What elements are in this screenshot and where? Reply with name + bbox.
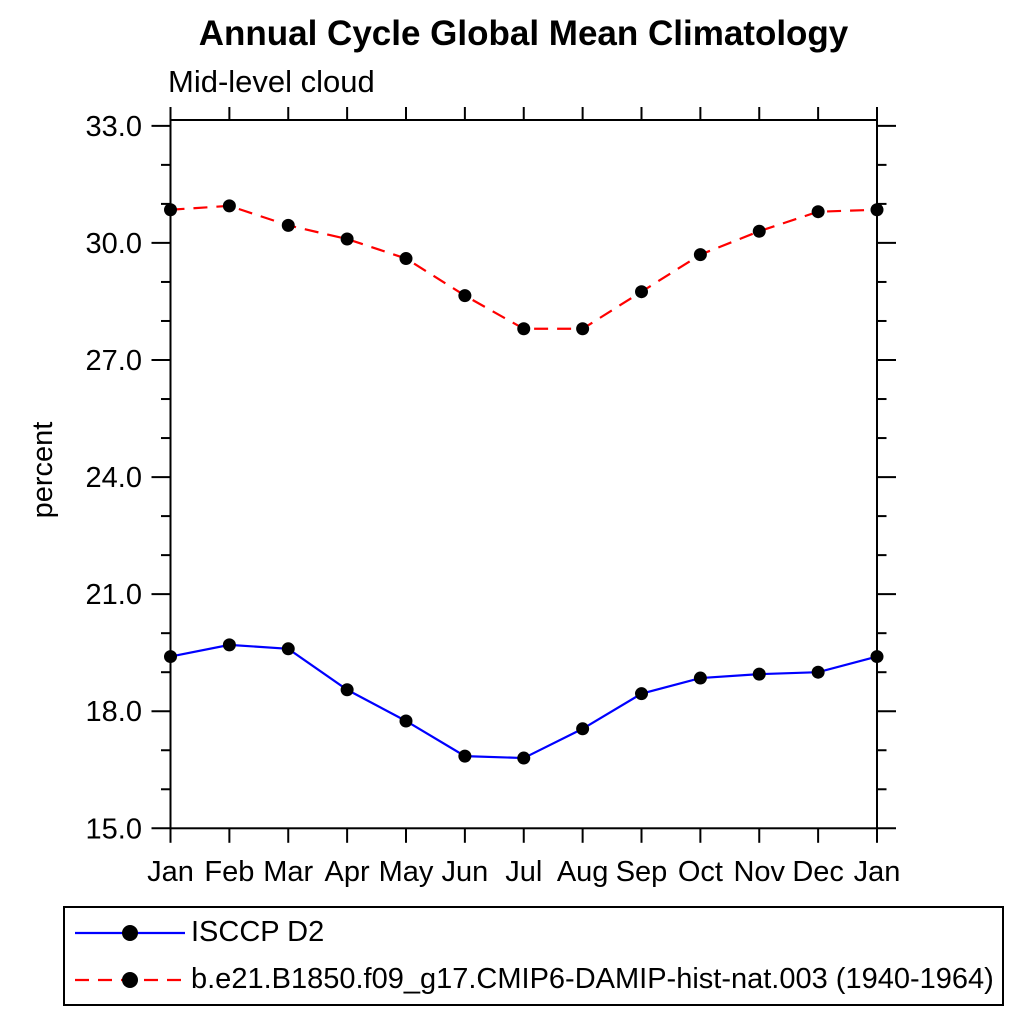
x-tick-label: Apr [325,856,370,888]
x-tick-label: Mar [263,856,313,888]
data-point-marker [164,650,177,664]
data-point-marker [399,252,413,266]
data-point-marker [576,722,590,736]
x-tick-label: Jan [854,856,901,888]
data-point-marker [693,248,707,262]
legend-line-sample [75,971,185,988]
data-point-marker [752,667,766,681]
legend-series-name: b.e21.B1850.f09_g17.CMIP6-DAMIP-hist-nat… [191,963,994,995]
x-tick-label: Feb [204,856,254,888]
data-point-marker [635,687,648,701]
legend-item: b.e21.B1850.f09_g17.CMIP6-DAMIP-hist-nat… [71,958,1002,1001]
data-point-marker [222,199,236,213]
x-tick-label: Nov [733,856,785,888]
data-point-marker [458,749,472,763]
data-point-marker [870,650,884,664]
x-tick-label: Jan [147,856,194,888]
series-line-1 [170,204,878,330]
y-tick-label: 33.0 [86,111,142,143]
legend-marker-dot [122,971,138,988]
data-point-marker [811,205,825,219]
data-point-marker [164,203,177,217]
y-tick-label: 15.0 [86,813,142,845]
data-point-marker [693,671,707,685]
y-tick-label: 24.0 [86,462,142,494]
data-point-marker [281,642,295,656]
data-point-marker [458,289,472,303]
legend-line-sample [75,924,185,941]
data-point-marker [811,665,825,679]
data-point-marker [870,203,884,217]
y-tick-label: 21.0 [86,579,142,611]
x-tick-label: Aug [557,856,609,888]
series-line-0 [170,643,878,760]
data-point-marker [222,638,236,652]
chart-subtitle: Mid-level cloud [168,64,375,99]
legend-marker-dot [122,924,138,941]
x-tick-label: May [379,856,434,888]
x-tick-label: Sep [616,856,668,888]
y-axis-label: percent [27,422,59,519]
data-point-marker [340,232,354,246]
x-tick-label: Jul [505,856,542,888]
x-tick-label: Oct [678,856,723,888]
data-point-marker [517,751,531,765]
legend-series-name: ISCCP D2 [191,916,325,948]
data-point-marker [281,218,295,232]
y-tick-label: 30.0 [86,228,142,260]
x-tick-label: Dec [792,856,844,888]
data-point-marker [635,285,648,299]
data-point-marker [752,224,766,238]
y-tick-label: 18.0 [86,696,142,728]
data-point-marker [340,683,354,697]
y-tick-label: 27.0 [86,345,142,377]
chart-title: Annual Cycle Global Mean Climatology [198,14,849,53]
data-point-marker [576,322,590,336]
legend-box: ISCCP D2 b.e21.B1850.f09_g17.CMIP6-DAMIP-… [63,906,1004,1006]
data-point-marker [399,714,413,728]
data-point-marker [517,322,531,336]
x-tick-label: Jun [441,856,488,888]
legend-item: ISCCP D2 [71,911,1002,954]
